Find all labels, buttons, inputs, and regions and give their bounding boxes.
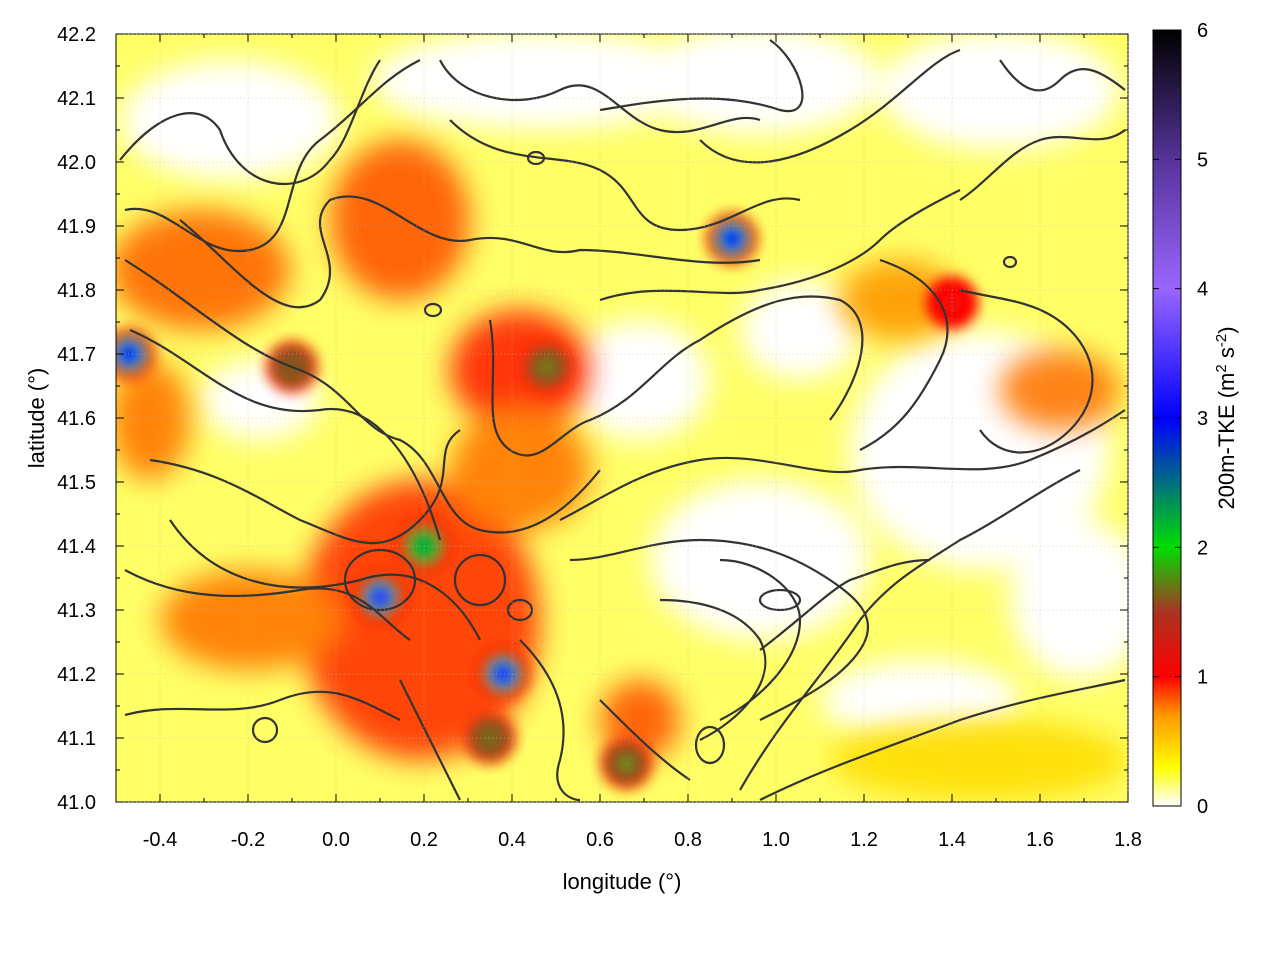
tke-hotspot <box>477 648 530 700</box>
colorbar-tick-label: 5 <box>1197 149 1208 171</box>
colorbar-tick-labels: 0 1 2 3 4 5 6 <box>1197 20 1208 818</box>
y-tick-marks <box>116 33 1128 803</box>
tke-hotspot <box>706 212 758 265</box>
low-tke-regions <box>120 34 1128 740</box>
y-gridlines <box>116 33 1128 803</box>
y-tick-label: 41.1 <box>57 728 96 750</box>
terrain-contours <box>119 39 1126 802</box>
colorbar-tick-label: 0 <box>1197 796 1208 818</box>
y-tick-label: 41.7 <box>57 344 96 366</box>
y-tick-label: 42.0 <box>57 152 96 174</box>
colorbar-tick-label: 6 <box>1197 20 1208 42</box>
x-tick-label: 0.6 <box>586 829 614 851</box>
y-tick-label: 41.5 <box>57 472 96 494</box>
x-tick-label: 1.0 <box>762 829 790 851</box>
colorbar-tick-label: 2 <box>1197 537 1208 559</box>
x-tick-label: 1.2 <box>850 829 878 851</box>
y-tick-label: 41.3 <box>57 600 96 622</box>
x-tick-label: -0.2 <box>231 829 265 851</box>
y-tick-labels: 41.0 41.1 41.2 41.3 41.4 41.5 41.6 41.7 41.8 41.9… <box>57 24 96 814</box>
x-tick-label: 0.2 <box>410 829 438 851</box>
colorbar-tick-label: 3 <box>1197 408 1208 430</box>
x-tick-label: 0.4 <box>498 829 526 851</box>
colorbar-ticks <box>1153 29 1181 807</box>
x-tick-label: 1.8 <box>1114 829 1142 851</box>
y-tick-label: 41.6 <box>57 408 96 430</box>
y-tick-label: 42.1 <box>57 88 96 110</box>
y-tick-label: 41.9 <box>57 216 96 238</box>
x-tick-label: 1.4 <box>938 829 966 851</box>
colorbar-tick-label: 1 <box>1197 667 1208 689</box>
medium-tke-regions <box>116 140 1128 800</box>
x-tick-label: 1.6 <box>1026 829 1054 851</box>
tke-hotspot <box>521 340 574 393</box>
y-tick-label: 42.2 <box>57 24 96 46</box>
y-tick-label: 41.4 <box>57 536 96 558</box>
tke-hotspot <box>600 737 653 790</box>
x-tick-label: -0.4 <box>143 829 177 851</box>
tke-hotspot <box>464 712 516 764</box>
x-tick-label: 0.0 <box>322 829 350 851</box>
y-tick-label: 41.2 <box>57 664 96 686</box>
y-tick-label: 41.8 <box>57 280 96 302</box>
x-tick-marks <box>115 34 1129 802</box>
x-tick-labels: -0.4 -0.2 0.0 0.2 0.4 0.6 0.8 1.0 1.2 1.4 1.6 1.8 <box>143 829 1142 851</box>
tke-hotspot <box>116 328 156 380</box>
heatmap-field <box>116 34 1128 802</box>
y-axis-label: latitude (°) <box>24 368 49 469</box>
colorbar-label: 200m-TKE (m2 s-2) <box>1213 326 1240 509</box>
y-tick-label: 41.0 <box>57 792 96 814</box>
x-axis-label: longitude (°) <box>563 869 682 894</box>
x-tick-label: 0.8 <box>674 829 702 851</box>
colorbar-tick-label: 4 <box>1197 279 1208 301</box>
